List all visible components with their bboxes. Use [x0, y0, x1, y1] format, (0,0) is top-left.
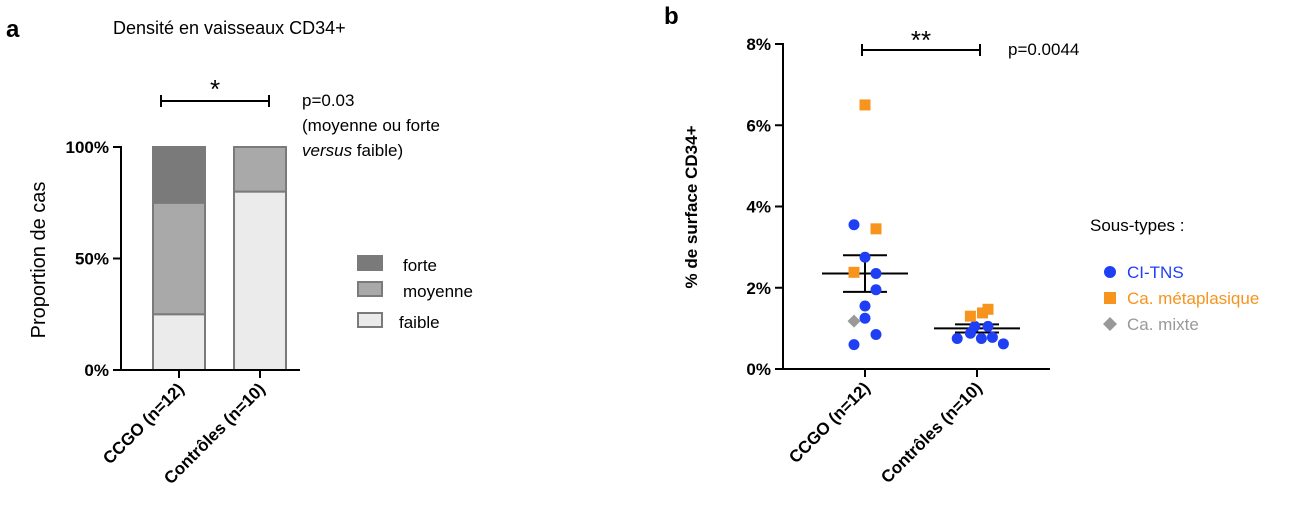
panel-a-x-labels: CCGO (n=12)Contrôles (n=10)	[99, 379, 269, 488]
data-point-circle	[986, 331, 998, 343]
data-point-circle	[859, 300, 871, 312]
panel-b-legend: CI-TNS Ca. métaplasique Ca. mixte	[1103, 263, 1259, 334]
panel-b-y-axis-label: % de surface CD34+	[682, 125, 701, 288]
panel-a-pvalue-note-rest: faible)	[352, 141, 403, 160]
legend-swatch-faible	[357, 312, 383, 328]
panel-b-points	[847, 99, 1009, 351]
bar-segment-forte	[152, 146, 206, 204]
panel-a-title: Densité en vaisseaux CD34+	[113, 18, 346, 38]
data-point-circle	[848, 219, 860, 231]
legend-marker-circle	[1104, 266, 1116, 278]
y-tick-label: 50%	[75, 250, 109, 269]
panel-b-pvalue: p=0.0044	[1008, 40, 1079, 59]
data-point-circle	[997, 338, 1009, 350]
panel-a-significance-stars: *	[210, 74, 220, 104]
y-tick-label: 6%	[746, 116, 771, 135]
data-point-square	[977, 307, 988, 319]
bar-segment-moyenne	[233, 146, 287, 193]
panel-a-y-axis-label: Proportion de cas	[28, 182, 50, 339]
legend-swatch-forte	[357, 255, 383, 271]
y-tick-label: 2%	[746, 279, 771, 298]
data-point-diamond	[847, 314, 861, 328]
data-point-circle	[859, 312, 871, 324]
legend-label-forte: forte	[403, 256, 437, 275]
legend-label-moyenne: moyenne	[403, 282, 473, 301]
panel-a-bars	[152, 146, 287, 371]
panel-a-significance-bracket: *	[160, 74, 270, 107]
panel-a: a Densité en vaisseaux CD34+ Proportion …	[6, 16, 473, 488]
bar-segment-faible	[233, 190, 287, 371]
legend-label: CI-TNS	[1127, 263, 1184, 282]
bar-segment-moyenne	[152, 201, 206, 316]
panel-b-x-labels: CCGO (n=12) Contrôles (n=10)	[785, 378, 986, 487]
data-point-circle	[870, 268, 882, 280]
data-point-circle	[975, 333, 987, 345]
panel-b-significance-bracket: **	[861, 25, 981, 56]
panel-b-legend-title: Sous-types :	[1090, 216, 1185, 235]
data-point-circle	[969, 320, 981, 332]
data-point-circle	[951, 333, 963, 345]
y-tick-label: 0%	[746, 360, 771, 379]
panel-a-pvalue: p=0.03	[302, 91, 354, 110]
panel-a-pvalue-versus: versus	[302, 141, 353, 160]
panel-a-legend: forte moyenne faible	[357, 255, 473, 332]
data-point-square	[870, 223, 882, 235]
legend-marker-diamond	[1103, 317, 1117, 331]
y-tick-label: 4%	[746, 198, 771, 217]
x-tick-label: Contrôles (n=10)	[877, 378, 986, 487]
y-tick-label: 100%	[66, 138, 109, 157]
panel-a-pvalue-note-1: (moyenne ou forte	[302, 116, 440, 135]
data-point-circle	[870, 328, 882, 340]
y-tick-label: 0%	[84, 361, 109, 380]
panel-a-axes	[120, 146, 300, 378]
legend-marker-square	[1104, 292, 1116, 304]
data-point-circle	[859, 251, 871, 263]
panel-a-y-ticks: 0% 50% 100%	[66, 138, 121, 380]
panel-b-letter: b	[664, 3, 679, 30]
data-point-square	[859, 99, 871, 111]
bar-segment-faible	[152, 313, 206, 371]
legend-swatch-moyenne	[357, 281, 383, 297]
panel-b: b % de surface CD34+ 0% 2% 4% 6% 8% CCGO (n=…	[664, 3, 1259, 487]
y-tick-label: 8%	[746, 35, 771, 54]
data-point-circle	[982, 320, 994, 332]
data-point-square	[848, 266, 860, 278]
panel-a-letter: a	[6, 16, 20, 43]
data-point-circle	[870, 284, 882, 296]
panel-b-significance-stars: **	[911, 25, 931, 55]
x-tick-label: CCGO (n=12)	[785, 378, 874, 467]
data-point-square	[964, 310, 976, 322]
legend-label: Ca. métaplasique	[1127, 289, 1259, 308]
x-tick-label: CCGO (n=12)	[99, 379, 188, 468]
panel-a-pvalue-note-2: versus faible)	[302, 141, 403, 160]
panel-b-y-ticks: 0% 2% 4% 6% 8%	[746, 35, 783, 379]
panel-b-axes	[782, 43, 1050, 377]
legend-label: Ca. mixte	[1127, 315, 1199, 334]
data-point-circle	[848, 339, 860, 351]
legend-label-faible: faible	[399, 313, 440, 332]
panel-a-pvalue-annotation: p=0.03 (moyenne ou forte versus faible)	[302, 91, 440, 160]
